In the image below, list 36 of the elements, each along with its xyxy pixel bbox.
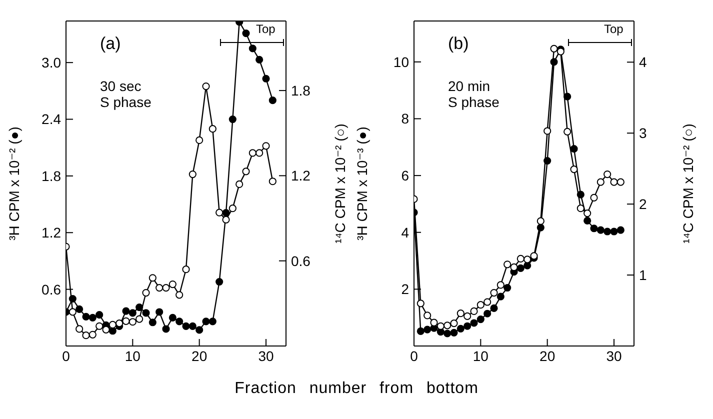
- x-tick-label: 30: [606, 348, 622, 364]
- annotation: (b): [448, 34, 469, 54]
- y-tick-label: 1.8: [42, 168, 62, 184]
- y-tick-label: 3.0: [42, 54, 62, 71]
- y-tick-label: 6: [401, 168, 410, 184]
- y2-tick-label: 4: [639, 54, 647, 70]
- annotation: Top: [256, 22, 276, 36]
- y2-tick-label: 1.8: [291, 82, 311, 99]
- y2-tick-label: 0.6: [291, 252, 311, 269]
- y-tick-label: 10: [393, 54, 410, 70]
- x-tick-label: 0: [410, 348, 418, 364]
- y-tick-label: 2.4: [42, 111, 62, 128]
- y2-tick-label: 2: [639, 196, 647, 212]
- y-tick-label: 8: [401, 110, 410, 127]
- x-tick-label: 20: [540, 348, 556, 364]
- y2-tick-label: 1.2: [291, 168, 311, 184]
- x-tick-label: 10: [124, 348, 141, 364]
- y-tick-label: 1.2: [42, 224, 62, 241]
- x-tick-label: 20: [192, 348, 208, 364]
- annotation: Top: [604, 22, 624, 36]
- y2-axis-title: ¹⁴C CPM x 10⁻² (○): [332, 124, 348, 244]
- y-tick-label: 4: [401, 224, 410, 240]
- y-tick-label: 0.6: [42, 281, 62, 298]
- annotation: (a): [100, 34, 121, 54]
- y2-tick-label: 3: [639, 125, 647, 142]
- x-tick-label: 30: [258, 348, 274, 364]
- x-axis-title: Fraction number from bottom: [234, 380, 480, 398]
- y-axis-title: ³H CPM x 10⁻³ (●): [354, 126, 370, 240]
- y-axis-title: ³H CPM x 10⁻² (●): [6, 126, 22, 240]
- y2-tick-label: 1: [639, 267, 647, 284]
- x-tick-label: 10: [472, 348, 489, 364]
- y-tick-label: 2: [401, 281, 410, 298]
- y2-axis-title: ¹⁴C CPM x 10⁻² (○): [680, 124, 696, 244]
- x-tick-label: 0: [62, 348, 70, 364]
- annotation: 30 sec S phase: [100, 78, 152, 110]
- annotation: 20 min S phase: [448, 78, 500, 110]
